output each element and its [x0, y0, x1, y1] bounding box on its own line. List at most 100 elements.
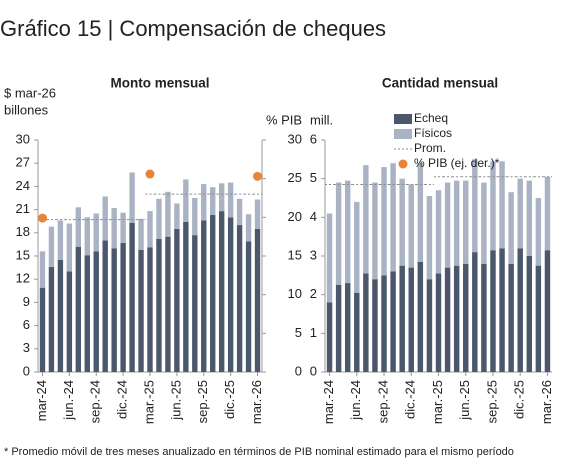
bar-segment [372, 279, 378, 372]
x-tick-label: dic.-25 [512, 380, 527, 419]
bar-segment [254, 199, 261, 229]
x-tick-label: mar-24 [34, 380, 49, 421]
bar-segment [48, 266, 55, 372]
x-tick-label: mar.-25 [430, 380, 445, 424]
bar-segment [490, 161, 496, 251]
bar-segment [236, 225, 243, 372]
bar-segment [192, 198, 198, 236]
bar-segment [453, 265, 460, 372]
y-tick-label: 27 [16, 155, 30, 170]
bar-segment [444, 182, 451, 268]
bar-segment [129, 172, 135, 223]
bar-segment [66, 271, 73, 372]
bar-segment [254, 228, 261, 372]
y-tick-label: 3 [310, 247, 317, 262]
y-tick-label: 21 [16, 201, 30, 216]
bar-segment [517, 178, 523, 249]
bar-segment [66, 223, 73, 272]
y-tick-label: 0 [23, 363, 30, 378]
bar-segment [363, 273, 369, 372]
dot [253, 171, 263, 181]
bar-segment [201, 184, 207, 221]
bar-segment [210, 187, 216, 216]
x-tick-label: jun.-25 [168, 380, 183, 421]
bar-segment [408, 184, 414, 268]
bar-segment [481, 182, 487, 264]
y-tick-label: 4 [310, 209, 317, 224]
bar-segment [499, 161, 505, 249]
bar-segment [381, 275, 387, 372]
bar-segment [535, 265, 542, 372]
bar-segment [463, 180, 469, 264]
bar-segment [102, 240, 108, 372]
bar-segment [526, 256, 533, 372]
bar-segment [344, 180, 351, 284]
y-tick-label: 0 [310, 363, 317, 378]
y-tick-label: 2 [310, 286, 317, 301]
dot [37, 213, 47, 223]
x-tick-label: mar.-25 [141, 380, 156, 424]
bar-segment [218, 183, 225, 212]
x-tick-label: sep.-24 [375, 380, 390, 423]
bar-segment [417, 163, 424, 262]
bar-segment [227, 217, 234, 372]
bar-segment [93, 251, 99, 372]
bar-segment [147, 247, 153, 372]
bar-segment [192, 235, 198, 372]
y2-tick-label: 0 [295, 363, 302, 378]
y2-tick-label: 5 [295, 325, 302, 340]
bar-segment [236, 198, 243, 226]
bar-segment [326, 213, 333, 303]
bar-segment [93, 213, 99, 252]
legend-label: Físicos [414, 126, 452, 140]
bar-segment [165, 236, 171, 372]
bar-segment [354, 201, 360, 293]
bar-segment [48, 226, 55, 267]
bar-segment [426, 279, 433, 372]
bar-segment [344, 283, 351, 372]
y-tick-label: 9 [23, 294, 30, 309]
x-tick-label: mar.-26 [249, 380, 264, 424]
y-axis-label: billones [4, 102, 49, 117]
bar-segment [363, 165, 369, 274]
y-axis-label: mill. [310, 112, 333, 127]
bar-segment [381, 167, 387, 276]
bar-segment [120, 212, 126, 243]
bar-segment [326, 302, 333, 372]
bar-segment [39, 287, 46, 372]
bar-segment [120, 242, 126, 372]
y2-tick-label: 10 [288, 286, 302, 301]
x-tick-label: sep.-25 [484, 380, 499, 423]
bar-segment [435, 273, 442, 372]
y2-tick-label: 30 [288, 131, 302, 146]
bar-segment [399, 265, 405, 372]
bar-segment [201, 220, 207, 372]
bar-segment [138, 218, 144, 250]
bar-segment [417, 261, 424, 372]
bar-segment [245, 214, 252, 242]
bar-segment [354, 292, 360, 372]
bar-segment [453, 180, 460, 266]
bar-segment [399, 178, 405, 266]
bar-segment [335, 182, 342, 285]
bar-segment [174, 203, 180, 229]
bar-segment [490, 250, 496, 372]
bar-segment [435, 190, 442, 274]
y-tick-label: 6 [310, 131, 317, 146]
bar-segment [138, 249, 144, 372]
bar-segment [111, 248, 117, 372]
y-tick-label: 5 [310, 170, 317, 185]
bar-segment [183, 179, 189, 222]
bar-segment [335, 285, 342, 372]
chart-title: Monto mensual [110, 76, 209, 91]
legend-label: % PIB (ej. der.)* [414, 156, 500, 170]
bar-segment [84, 255, 90, 372]
y-tick-label: 15 [16, 247, 30, 262]
legend-label: Prom. [414, 141, 446, 155]
bar-segment [508, 192, 514, 264]
bar-segment [544, 176, 551, 251]
bar-segment [75, 246, 82, 372]
y-tick-label: 6 [23, 317, 30, 332]
bar-segment [444, 267, 451, 372]
